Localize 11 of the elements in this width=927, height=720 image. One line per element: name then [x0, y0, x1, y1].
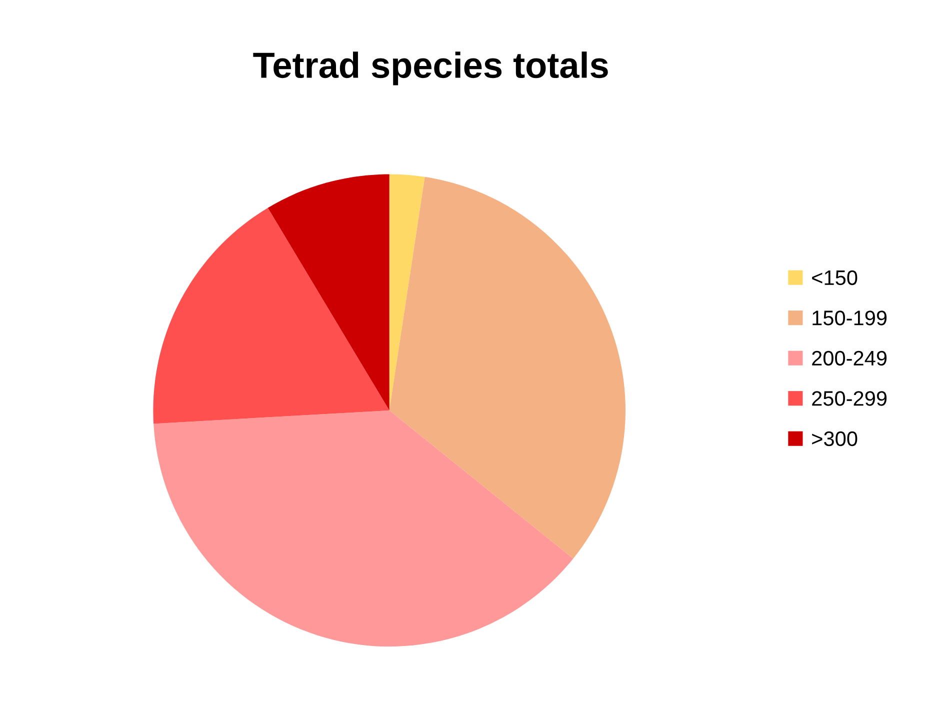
pie-slice — [389, 174, 425, 410]
pie-slice — [268, 174, 390, 410]
legend-label: 200-249 — [812, 350, 887, 366]
pie-slice — [153, 208, 390, 424]
chart-title: Tetrad species totals — [253, 52, 608, 86]
legend-label: 150-199 — [812, 310, 887, 326]
pie-slice — [154, 410, 574, 647]
legend-label: >300 — [812, 431, 858, 446]
pie-slice — [389, 176, 626, 559]
legend-label: <150 — [812, 270, 858, 286]
legend-label: 250-299 — [812, 391, 887, 406]
